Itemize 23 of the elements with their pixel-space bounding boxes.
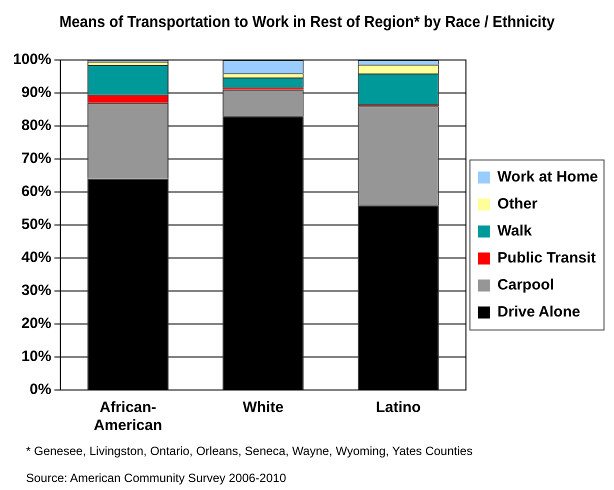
y-tick-label: 0% — [30, 381, 52, 398]
y-tick-label: 60% — [21, 183, 52, 200]
x-tick-label: Latino — [376, 399, 421, 416]
y-tick-label: 100% — [12, 51, 52, 68]
legend-label: Carpool — [497, 276, 554, 294]
legend-label: Walk — [497, 222, 533, 240]
x-tick-label: White — [242, 399, 284, 416]
legend-label: Public Transit — [497, 250, 596, 267]
y-tick-label: 20% — [21, 315, 52, 332]
y-tick-label: 10% — [21, 348, 52, 366]
source-note: Source: American Community Survey 2006-2010 — [26, 471, 286, 485]
y-tick-label: 40% — [21, 249, 52, 266]
y-tick-label: 80% — [21, 117, 52, 134]
text: * Genesee, Livingston, Ontario, Orleans, Seneca, Wayne, Wyoming, Yates Counties — [26, 444, 473, 458]
y-tick-label: 70% — [21, 150, 52, 168]
y-tick-label: 90% — [21, 84, 52, 102]
legend-label: Drive Alone — [497, 304, 580, 321]
chart-title: Means of Transportation to Work in Rest of Region* by Race / Ethnicity — [58, 14, 556, 32]
y-tick-label: 50% — [21, 216, 52, 234]
legend-label: Work at Home — [497, 168, 598, 186]
legend-label: Other — [497, 196, 538, 213]
y-tick-label: 30% — [21, 282, 52, 300]
x-tick-label: African-American — [94, 399, 162, 434]
